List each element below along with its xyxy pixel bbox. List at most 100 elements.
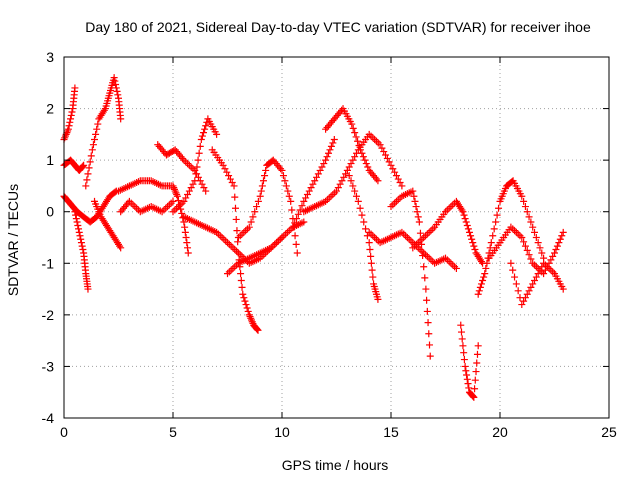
data-point (182, 194, 190, 202)
data-point (182, 158, 190, 166)
x-tick-label: 10 (274, 424, 290, 440)
data-point (418, 235, 426, 243)
data-point (78, 242, 86, 250)
data-point (333, 187, 340, 195)
data-point (394, 196, 402, 204)
data-point (416, 237, 424, 245)
data-point (490, 225, 498, 233)
data-point (352, 149, 360, 157)
data-point (309, 180, 317, 188)
chart-title: Day 180 of 2021, Sidereal Day-to-day VTE… (85, 19, 591, 35)
data-point (476, 283, 484, 291)
data-point (477, 258, 485, 266)
data-point (426, 352, 434, 360)
data-point (349, 156, 357, 164)
series-track-d (71, 208, 92, 293)
data-point (362, 225, 370, 233)
data-point (514, 230, 522, 238)
data-point (257, 187, 265, 195)
data-point (471, 376, 479, 384)
data-point (222, 237, 230, 245)
data-point (468, 392, 476, 400)
series-track-f (91, 197, 125, 252)
data-point (534, 239, 542, 247)
data-point (240, 228, 248, 236)
data-point (300, 197, 308, 205)
data-point (67, 111, 75, 119)
data-point (322, 156, 330, 164)
data-point (228, 178, 236, 186)
data-point (167, 199, 175, 207)
data-point (202, 122, 210, 130)
data-point (174, 197, 182, 205)
series-track-e (82, 74, 125, 190)
data-point (285, 192, 293, 200)
data-point (66, 118, 74, 126)
series-track-u (409, 197, 487, 267)
data-point (409, 244, 417, 252)
y-tick-label: 2 (46, 101, 54, 117)
data-point (398, 182, 406, 190)
data-point (509, 225, 517, 233)
data-point (352, 133, 360, 141)
series-track-l (180, 213, 286, 267)
data-point (421, 274, 429, 282)
data-point (171, 206, 179, 214)
data-point (244, 307, 252, 315)
data-point (77, 239, 85, 247)
data-point (511, 227, 519, 235)
data-point (216, 232, 224, 240)
data-point (254, 326, 262, 334)
data-point (559, 285, 567, 293)
data-point (197, 136, 205, 144)
data-point (237, 276, 245, 284)
data-point (223, 168, 231, 176)
data-point (366, 246, 374, 254)
data-point (354, 137, 362, 145)
data-point (521, 242, 529, 250)
data-point (540, 259, 548, 267)
data-point (61, 132, 69, 140)
data-point (396, 178, 404, 186)
data-point (464, 225, 472, 233)
data-point (225, 240, 233, 248)
data-point (110, 74, 118, 82)
series-track-t (387, 187, 434, 360)
data-point (477, 280, 485, 288)
data-point (253, 325, 261, 333)
x-axis-label: GPS time / hours (282, 457, 389, 473)
data-point (314, 170, 322, 178)
data-point (482, 264, 490, 272)
data-point (531, 261, 539, 269)
data-point (447, 203, 455, 211)
data-point (472, 368, 480, 376)
x-tick-label: 20 (492, 424, 508, 440)
data-point (313, 173, 321, 181)
data-point (241, 297, 249, 305)
data-point (184, 249, 192, 257)
data-point (452, 264, 460, 272)
data-point (293, 249, 301, 257)
data-point (113, 87, 121, 95)
data-point (169, 197, 177, 205)
data-point (202, 187, 210, 195)
data-point (529, 280, 537, 288)
data-point (527, 283, 535, 291)
data-point (374, 139, 382, 147)
data-point (82, 182, 90, 190)
data-point (182, 234, 190, 241)
data-point (469, 239, 477, 247)
data-point (292, 240, 300, 248)
data-point (296, 206, 304, 214)
data-point (465, 384, 473, 392)
data-point (259, 177, 267, 185)
series-track-v (457, 321, 482, 401)
data-point (231, 193, 239, 201)
series-track-y (507, 259, 567, 309)
data-point (468, 235, 476, 243)
data-point (195, 149, 203, 157)
data-point (111, 77, 119, 85)
data-point (85, 164, 93, 172)
data-point (420, 263, 428, 271)
